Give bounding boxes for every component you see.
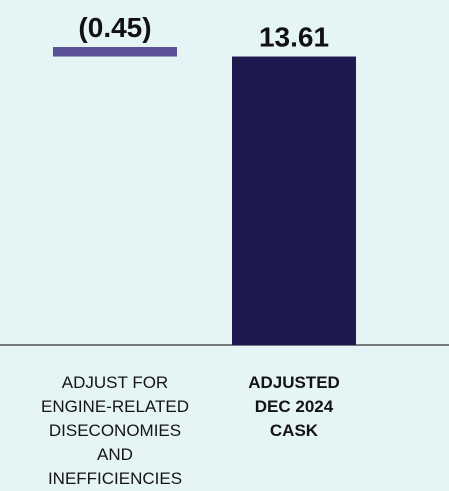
category-label-adjust-engine: Adjust for engine-related diseconomies a…	[41, 373, 189, 488]
value-label-engine-adjustment: (0.45)	[78, 12, 151, 43]
bar-adjusted-cask	[232, 56, 356, 346]
bar-engine-adjustment	[53, 47, 177, 57]
value-label-adjusted-cask: 13.61	[259, 22, 329, 53]
category-label-adjusted-cask: Adjusted DEC 2024 CASK	[248, 373, 340, 440]
